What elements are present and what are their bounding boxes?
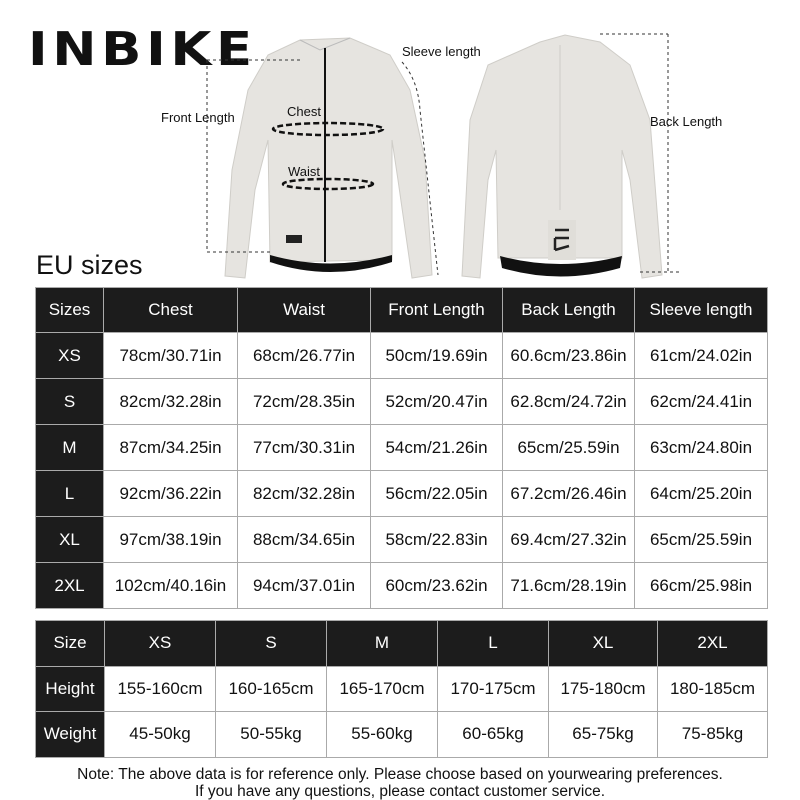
- table-header-row: Size XS S M L XL 2XL: [35, 620, 768, 667]
- table-cell: 82cm/32.28in: [237, 470, 371, 517]
- table-cell: 62.8cm/24.72in: [502, 378, 635, 425]
- measurement-lines: [206, 33, 680, 276]
- waist-measure: [281, 177, 375, 191]
- table-cell: 97cm/38.19in: [103, 516, 238, 563]
- front-length-label: Front Length: [161, 110, 235, 125]
- column-header: 2XL: [657, 620, 768, 667]
- table-row: Weight 45-50kg 50-55kg 55-60kg 60-65kg 65-75k…: [35, 711, 768, 758]
- table-cell: 66cm/25.98in: [634, 562, 768, 609]
- fit-chart-table: Size XS S M L XL 2XL Height 155-160cm 160-…: [35, 620, 768, 758]
- table-cell: 180-185cm: [657, 665, 768, 712]
- table-cell: 170-175cm: [437, 665, 549, 712]
- table-row: XS 78cm/30.71in 68cm/26.77in 50cm/19.69in 60…: [35, 332, 768, 379]
- size-chart-title: EU sizes: [36, 250, 143, 280]
- disclaimer-note: Note: The above data is for reference on…: [0, 766, 800, 800]
- table-cell: 72cm/28.35in: [237, 378, 371, 425]
- table-cell: 102cm/40.16in: [103, 562, 238, 609]
- column-header: S: [215, 620, 327, 667]
- table-row: Height 155-160cm 160-165cm 165-170cm 170-175…: [35, 665, 768, 712]
- table-cell: 82cm/32.28in: [103, 378, 238, 425]
- row-header-cell: L: [35, 470, 104, 517]
- table-cell: 55-60kg: [326, 711, 438, 758]
- table-cell: 78cm/30.71in: [103, 332, 238, 379]
- table-cell: 60-65kg: [437, 711, 549, 758]
- column-header: Front Length: [370, 287, 503, 333]
- table-cell: 75-85kg: [657, 711, 768, 758]
- table-row: 2XL 102cm/40.16in 94cm/37.01in 60cm/23.62in…: [35, 562, 768, 609]
- chest-measure: [271, 121, 385, 137]
- table-row: XL 97cm/38.19in 88cm/34.65in 58cm/22.83in 69…: [35, 516, 768, 563]
- waist-label: Waist: [288, 164, 321, 179]
- front-jacket-image: [224, 37, 433, 279]
- table-cell: 56cm/22.05in: [370, 470, 503, 517]
- back-jacket-image: [461, 34, 663, 279]
- table-row: L 92cm/36.22in 82cm/32.28in 56cm/22.05in 67.…: [35, 470, 768, 517]
- table-cell: 58cm/22.83in: [370, 516, 503, 563]
- row-header-cell: Height: [35, 665, 105, 712]
- row-header-cell: 2XL: [35, 562, 104, 609]
- note-line: Note: The above data is for reference on…: [77, 766, 723, 783]
- table-cell: 60.6cm/23.86in: [502, 332, 635, 379]
- column-header: M: [326, 620, 438, 667]
- table-row: M 87cm/34.25in 77cm/30.31in 54cm/21.26in 65c…: [35, 424, 768, 471]
- table-cell: 77cm/30.31in: [237, 424, 371, 471]
- table-cell: 68cm/26.77in: [237, 332, 371, 379]
- row-header-cell: XS: [35, 332, 104, 379]
- column-header: Size: [35, 620, 105, 667]
- column-header: Chest: [103, 287, 238, 333]
- table-cell: 71.6cm/28.19in: [502, 562, 635, 609]
- table-cell: 65cm/25.59in: [502, 424, 635, 471]
- size-chart-table: Sizes Chest Waist Front Length Back Leng…: [35, 287, 768, 609]
- brand-logo: INBIKE: [28, 22, 257, 76]
- row-header-cell: M: [35, 424, 104, 471]
- table-cell: 87cm/34.25in: [103, 424, 238, 471]
- table-cell: 64cm/25.20in: [634, 470, 768, 517]
- row-header-cell: S: [35, 378, 104, 425]
- table-cell: 94cm/37.01in: [237, 562, 371, 609]
- table-cell: 155-160cm: [104, 665, 216, 712]
- table-cell: 67.2cm/26.46in: [502, 470, 635, 517]
- column-header: Back Length: [502, 287, 635, 333]
- table-cell: 61cm/24.02in: [634, 332, 768, 379]
- table-cell: 54cm/21.26in: [370, 424, 503, 471]
- table-cell: 52cm/20.47in: [370, 378, 503, 425]
- chest-label: Chest: [287, 104, 321, 119]
- column-header: L: [437, 620, 549, 667]
- note-line: If you have any questions, please contac…: [194, 783, 606, 800]
- table-cell: 65cm/25.59in: [634, 516, 768, 563]
- sleeve-length-label: Sleeve length: [402, 44, 481, 59]
- table-cell: 160-165cm: [215, 665, 327, 712]
- table-cell: 62cm/24.41in: [634, 378, 768, 425]
- table-cell: 69.4cm/27.32in: [502, 516, 635, 563]
- column-header: XL: [548, 620, 658, 667]
- table-cell: 63cm/24.80in: [634, 424, 768, 471]
- column-header: Sleeve length: [634, 287, 768, 333]
- table-cell: 92cm/36.22in: [103, 470, 238, 517]
- row-header-cell: XL: [35, 516, 104, 563]
- jacket-diagram: [206, 33, 680, 279]
- row-header-cell: Weight: [35, 711, 105, 758]
- table-cell: 50-55kg: [215, 711, 327, 758]
- column-header: Sizes: [35, 287, 104, 333]
- table-cell: 175-180cm: [548, 665, 658, 712]
- table-cell: 50cm/19.69in: [370, 332, 503, 379]
- column-header: Waist: [237, 287, 371, 333]
- table-cell: 88cm/34.65in: [237, 516, 371, 563]
- table-cell: 45-50kg: [104, 711, 216, 758]
- table-row: S 82cm/32.28in 72cm/28.35in 52cm/20.47in 62.…: [35, 378, 768, 425]
- table-cell: 60cm/23.62in: [370, 562, 503, 609]
- back-length-label: Back Length: [650, 114, 723, 129]
- table-header-row: Sizes Chest Waist Front Length Back Leng…: [35, 287, 768, 333]
- table-cell: 165-170cm: [326, 665, 438, 712]
- table-cell: 65-75kg: [548, 711, 658, 758]
- column-header: XS: [104, 620, 216, 667]
